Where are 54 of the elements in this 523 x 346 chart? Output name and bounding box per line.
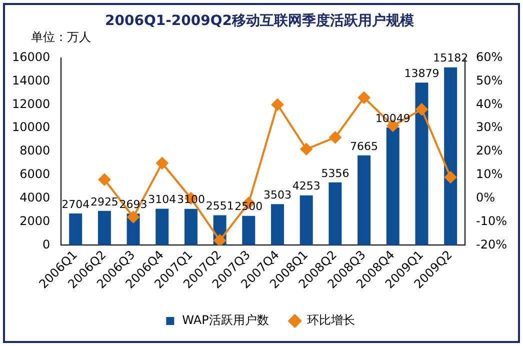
data-label: 13879 <box>404 66 440 80</box>
y-tick-label: 0 <box>42 237 50 252</box>
y2-tick-label: 50% <box>476 73 503 88</box>
y2-tick-label: 20% <box>476 144 503 158</box>
point <box>156 157 168 170</box>
bar <box>415 82 428 246</box>
y-tick-label: 4000 <box>20 190 50 204</box>
data-label: 7665 <box>350 140 378 153</box>
bar <box>98 210 111 246</box>
y2-tick-label: 40% <box>476 96 503 111</box>
point <box>329 131 342 144</box>
y-tick-label: 14000 <box>12 73 50 88</box>
data-label: 3104 <box>148 193 176 206</box>
y-tick-label: 8000 <box>20 144 50 158</box>
data-label: 4253 <box>292 180 320 193</box>
point <box>214 234 226 246</box>
data-label: 2704 <box>62 198 90 211</box>
point <box>444 171 457 184</box>
y-tick-label: 6000 <box>20 167 50 182</box>
y-tick-label: 2000 <box>20 214 50 228</box>
bar <box>358 155 371 246</box>
y2-tick-label: 60% <box>476 50 503 64</box>
y2-tick-label: -10% <box>476 214 508 228</box>
y2-tick-label: -20% <box>476 237 508 252</box>
point <box>98 174 110 186</box>
y-tick-label: 12000 <box>12 96 50 111</box>
bar <box>271 204 284 246</box>
legend-label: 环比增长 <box>306 313 355 328</box>
bar <box>300 195 313 246</box>
data-label: 2925 <box>90 195 118 208</box>
bar <box>328 182 342 246</box>
legend-label: WAP活跃用户数 <box>182 313 269 328</box>
data-label: 15182 <box>433 52 468 65</box>
bar <box>184 208 198 246</box>
bar <box>156 208 169 246</box>
point <box>127 211 140 224</box>
y2-tick-label: 10% <box>476 167 503 182</box>
point <box>416 103 428 116</box>
point <box>300 143 312 156</box>
data-label: 5356 <box>321 166 350 180</box>
data-label: 2551 <box>206 200 234 213</box>
y-tick-label: 10000 <box>12 120 50 134</box>
bar <box>444 67 458 246</box>
data-label: 3503 <box>264 188 292 202</box>
bar <box>242 216 256 246</box>
point <box>272 98 284 111</box>
point <box>358 92 370 104</box>
y-tick-label: 16000 <box>12 50 50 64</box>
bar <box>69 213 82 246</box>
chart-title: 2006Q1-2009Q2移动互联网季度活跃用户规模 <box>104 12 416 30</box>
y2-tick-label: 30% <box>476 120 503 134</box>
y2-tick-label: 0% <box>476 190 496 204</box>
bar <box>386 127 400 246</box>
text: 单位：万人 <box>31 30 92 44</box>
